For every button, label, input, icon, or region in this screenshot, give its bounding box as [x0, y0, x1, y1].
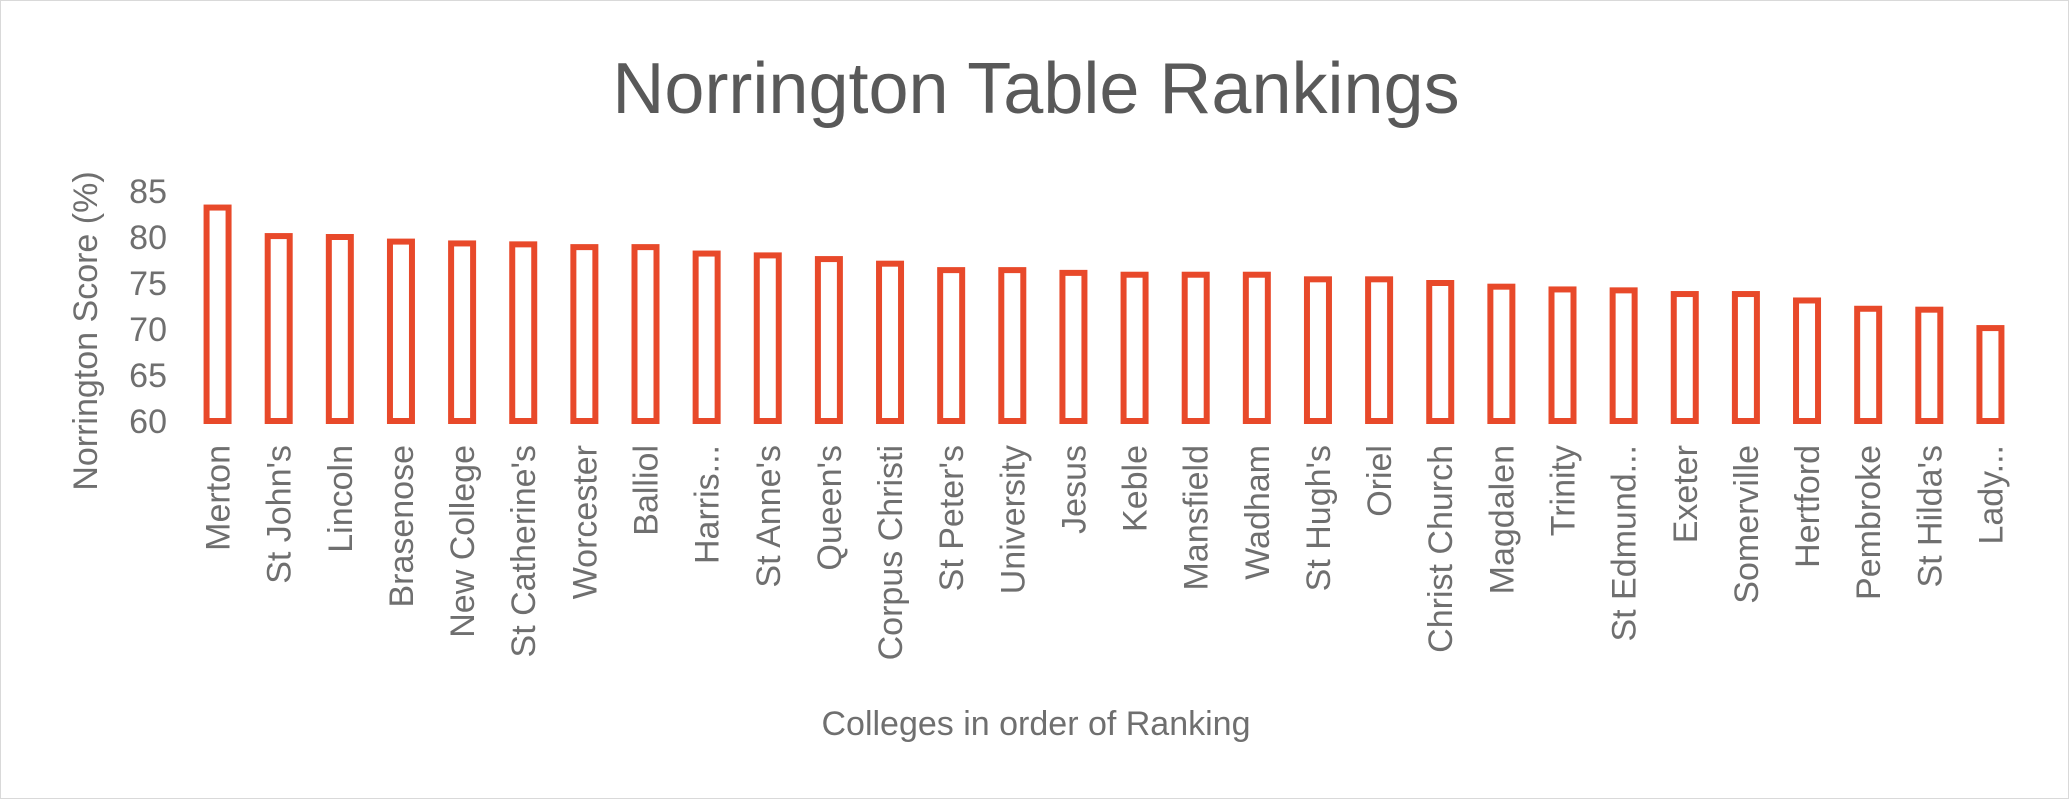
x-axis-title: Colleges in order of Ranking — [821, 705, 1250, 743]
x-category-label: St Catherine's — [505, 445, 543, 657]
bar — [325, 234, 354, 424]
bar — [1059, 269, 1088, 424]
bar — [1854, 305, 1883, 425]
x-category-label: Harris... — [689, 445, 727, 564]
x-category-label: Lady... — [1972, 445, 2010, 545]
y-tick-label: 70 — [129, 311, 167, 349]
bar — [509, 241, 538, 424]
bar — [814, 256, 843, 424]
y-axis-ticks: 60 65 70 75 80 85 — [129, 173, 167, 441]
x-category-label: Lincoln — [322, 445, 360, 553]
x-category-label: Hertford — [1789, 445, 1827, 568]
bar — [1976, 325, 2005, 424]
bars — [203, 204, 2005, 425]
bar — [753, 252, 782, 424]
bar — [1365, 276, 1394, 424]
x-category-label: Jesus — [1055, 445, 1093, 534]
x-category-label: Oriel — [1361, 445, 1399, 517]
bar — [937, 267, 966, 424]
y-tick-label: 80 — [129, 219, 167, 257]
bar — [1487, 283, 1516, 424]
bar — [876, 260, 905, 424]
bar — [1303, 276, 1332, 424]
bar — [1242, 271, 1271, 424]
bar — [570, 244, 599, 424]
y-tick-label: 60 — [129, 403, 167, 441]
x-category-label: St Hilda's — [1911, 445, 1949, 588]
x-category-label: Wadham — [1239, 445, 1277, 580]
bar — [998, 267, 1027, 424]
y-axis-title: Norrington Score (%) — [67, 171, 105, 490]
bar — [1731, 291, 1760, 425]
bar — [692, 250, 721, 424]
bar — [1793, 297, 1822, 425]
bar — [203, 204, 232, 424]
x-category-label: University — [994, 445, 1032, 594]
bar — [1548, 286, 1577, 424]
bar — [1426, 280, 1455, 424]
x-category-label: New College — [444, 445, 482, 638]
x-category-label: Mansfield — [1178, 445, 1216, 591]
x-category-label: Merton — [200, 445, 238, 551]
bar — [1670, 291, 1699, 425]
bar — [386, 238, 415, 424]
x-category-label: St Edmund... — [1606, 445, 1644, 642]
x-category-label: St John's — [261, 445, 299, 584]
x-category-label: Corpus Christi — [872, 445, 910, 660]
chart-title: Norrington Table Rankings — [612, 49, 1459, 129]
bar — [1915, 306, 1944, 424]
x-category-label: St Hugh's — [1300, 445, 1338, 591]
x-category-label: Keble — [1117, 445, 1155, 532]
x-category-label: Queen's — [811, 445, 849, 571]
y-tick-label: 75 — [129, 265, 167, 303]
x-category-label: Exeter — [1667, 445, 1705, 543]
bar — [1181, 271, 1210, 424]
x-category-label: Balliol — [628, 445, 666, 536]
bar — [631, 244, 660, 424]
x-category-label: St Anne's — [750, 445, 788, 588]
x-category-label: Worcester — [566, 445, 604, 599]
bar — [264, 233, 293, 424]
x-category-label: Pembroke — [1850, 445, 1888, 600]
bar — [1609, 287, 1638, 424]
y-tick-label: 65 — [129, 357, 167, 395]
x-category-label: Brasenose — [383, 445, 421, 608]
x-category-label: Magdalen — [1483, 445, 1521, 594]
x-category-label: Christ Church — [1422, 445, 1460, 653]
x-category-label: Somerville — [1728, 445, 1766, 604]
bar — [1120, 271, 1149, 424]
y-tick-label: 85 — [129, 173, 167, 211]
bar — [448, 240, 477, 424]
x-axis-labels: Merton St John's Lincoln Brasenose New Colle… — [200, 445, 2011, 660]
x-category-label: Trinity — [1545, 445, 1583, 536]
x-category-label: St Peter's — [933, 445, 971, 591]
